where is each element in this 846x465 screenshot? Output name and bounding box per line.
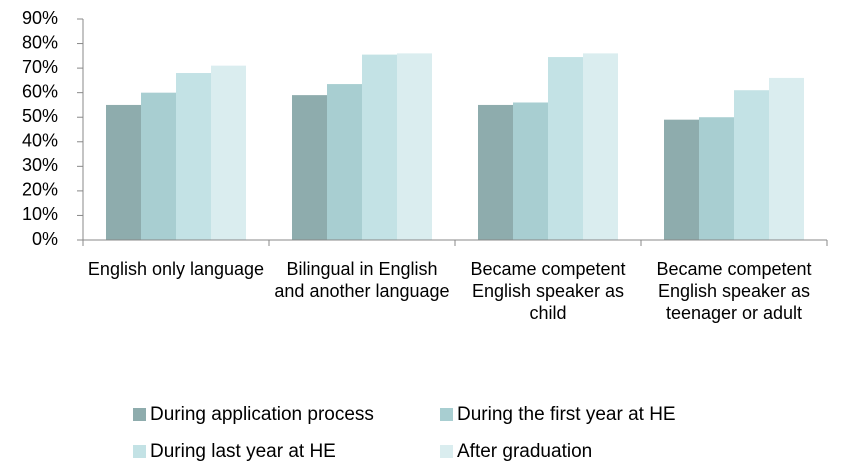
legend-label: During last year at HE [150,441,336,462]
bar [513,102,548,240]
bar [664,119,699,240]
bar [478,104,513,240]
bar [769,77,804,240]
y-tick-label: 20% [22,180,58,200]
bar [106,104,141,240]
y-tick-label: 70% [22,57,58,77]
x-tick-label: Became competent English speaker as teen… [656,259,812,323]
legend-label: During the first year at HE [457,404,676,425]
bar [292,95,327,240]
bar [397,53,432,240]
legend-label: After graduation [457,441,592,462]
bar [362,54,397,240]
bar [141,92,176,241]
x-tick-label: Bilingual in English and another languag… [274,259,450,301]
bar [548,57,583,240]
y-tick-label: 60% [22,81,58,101]
x-tick-label: Became competent English speaker as chil… [470,259,626,323]
y-tick-label: 0% [32,229,58,249]
y-tick-label: 50% [22,106,58,126]
bar [583,53,618,240]
bar [211,65,246,241]
y-tick-label: 90% [22,8,58,28]
legend-swatch [440,408,453,421]
y-tick-label: 40% [22,131,58,151]
y-tick-label: 30% [22,155,58,175]
legend-swatch [440,445,453,458]
legend-swatch [133,445,146,458]
y-tick-label: 10% [22,204,58,224]
legend-label: During application process [150,404,374,425]
bar [327,84,362,240]
legend-swatch [133,408,146,421]
bar [176,73,211,241]
y-tick-label: 80% [22,32,58,52]
bar [734,90,769,240]
x-tick-label: English only language [87,259,265,279]
bar [699,117,734,240]
